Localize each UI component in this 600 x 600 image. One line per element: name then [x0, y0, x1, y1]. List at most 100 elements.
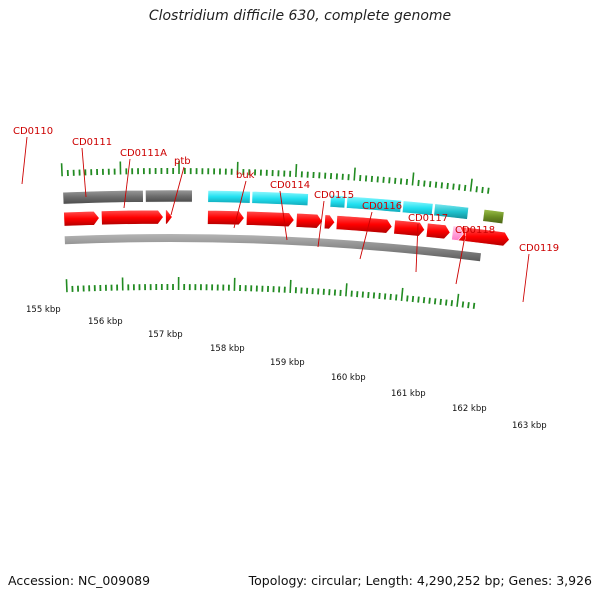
- outer-tick: [295, 164, 298, 178]
- kbp-label-1: 155 kbp: [26, 305, 61, 315]
- inner-tick: [445, 299, 448, 306]
- inner-tick: [450, 300, 454, 307]
- backbone-track: [64, 234, 481, 262]
- inner-tick: [345, 283, 348, 297]
- inner-tick: [378, 292, 381, 299]
- inner-tick: [411, 295, 415, 303]
- gene-leader-line: [279, 190, 288, 241]
- kbp-label-7: 161 kbp: [391, 389, 426, 399]
- gene-label-buk: buk: [236, 170, 255, 181]
- gene-label-cd0118: CD0118: [455, 225, 495, 236]
- outer-tick: [423, 180, 426, 187]
- gene-label-cd0116: CD0116: [362, 201, 402, 212]
- outer-tick: [434, 181, 438, 188]
- gene-label-ptb: ptb: [174, 156, 191, 167]
- inner-tick: [456, 293, 460, 307]
- cds-arrow-7: [323, 214, 336, 230]
- gene-label-cd0117: CD0117: [408, 213, 448, 224]
- outer-tick: [475, 186, 478, 193]
- inner-tick: [433, 298, 437, 305]
- inner-tick: [289, 279, 292, 293]
- inner-tick: [383, 293, 387, 300]
- kbp-label-5: 159 kbp: [270, 358, 305, 368]
- cds-arrow-pink: [451, 225, 464, 241]
- gene-next-bar: [482, 209, 505, 225]
- inner-tick: [395, 294, 398, 301]
- gene-leader-line: [21, 136, 28, 185]
- feature-tracks: [62, 189, 510, 247]
- gene-buk-bar: [251, 191, 309, 207]
- inner-tick: [467, 302, 470, 309]
- outer-tick: [394, 177, 397, 184]
- cds-arrow-last: [464, 227, 510, 247]
- gene-cd0110-bar: [62, 189, 144, 205]
- outer-tick: [446, 182, 449, 190]
- cds-arrow-3: [165, 209, 173, 225]
- inner-tick: [417, 296, 420, 303]
- inner-tick: [400, 287, 404, 301]
- outer-tick: [405, 178, 409, 185]
- cds-arrow-9: [393, 219, 426, 237]
- inner-tick: [472, 302, 476, 309]
- outer-tick: [458, 184, 461, 191]
- outer-tick: [487, 187, 490, 194]
- outer-tick: [411, 172, 415, 186]
- kbp-label-3: 157 kbp: [148, 330, 183, 340]
- outer-tick: [399, 178, 403, 185]
- gene-label-cd0114: CD0114: [270, 180, 310, 191]
- kbp-label-4: 158 kbp: [210, 344, 245, 354]
- outer-tick: [452, 183, 455, 190]
- gene-leader-line: [170, 166, 185, 216]
- gene-leader-line: [415, 223, 419, 273]
- gene-leader-line: [81, 147, 87, 198]
- gene-cd0115-bar: [329, 194, 346, 209]
- accession-text: Accession: NC_009089: [8, 573, 151, 588]
- gene-leader-line: [455, 235, 466, 285]
- kbp-label-8: 162 kbp: [452, 404, 487, 414]
- outer-tick: [60, 163, 63, 177]
- inner-tick: [406, 295, 409, 302]
- gene-label-cd0110: CD0110: [13, 126, 53, 137]
- gene-leader-line: [123, 158, 131, 209]
- genome-summary-text: Topology: circular; Length: 4,290,252 bp…: [248, 573, 592, 588]
- kbp-label-6: 160 kbp: [331, 373, 366, 383]
- gene-cd0111-bar: [145, 189, 193, 203]
- backbone-arc: [64, 234, 481, 262]
- gene-ptb-bar: [207, 189, 251, 204]
- inner-tick: [389, 293, 392, 300]
- gene-leader-line: [233, 180, 247, 229]
- outer-tick: [463, 184, 467, 192]
- outer-tick: [428, 181, 432, 188]
- cds-arrow-2: [100, 209, 164, 226]
- kbp-label-2: 156 kbp: [88, 317, 123, 327]
- outer-tick: [353, 167, 356, 181]
- inner-tick: [422, 297, 426, 304]
- gene-label-cd0119: CD0119: [519, 243, 559, 254]
- gene-leader-line: [522, 253, 530, 303]
- cds-arrow-10: [425, 222, 451, 240]
- outer-tick: [440, 182, 444, 189]
- inner-tick: [461, 301, 465, 308]
- cds-arrow-1: [63, 210, 100, 227]
- cds-arrow-5: [245, 210, 295, 228]
- inner-tick: [439, 298, 442, 306]
- inner-tick: [65, 279, 68, 293]
- outer-tick: [417, 179, 420, 187]
- map-title: Clostridium difficile 630, complete geno…: [148, 8, 452, 24]
- gene-label-cd0111a: CD0111A: [120, 148, 167, 159]
- gene-label-cd0115: CD0115: [314, 190, 354, 201]
- outer-tick: [481, 186, 484, 194]
- gene-cd0119-bar: [433, 203, 470, 220]
- kbp-label-9: 163 kbp: [512, 421, 547, 431]
- outer-tick: [469, 178, 473, 192]
- cds-arrow-4: [207, 209, 245, 226]
- tick-marks: [60, 161, 490, 309]
- gene-leader-line: [359, 211, 373, 260]
- gene-label-cd0111: CD0111: [72, 137, 112, 148]
- cds-arrow-8: [335, 215, 393, 234]
- inner-tick: [428, 297, 431, 304]
- gene-label-layer: CD0110 CD0111 CD0111A ptb buk CD0114 CD0115 CD0…: [13, 126, 559, 303]
- gene-cd0116-bar: [346, 195, 402, 213]
- kbp-label-layer: 155 kbp 156 kbp 157 kbp 158 kbp 159 kbp 160 k…: [26, 305, 547, 431]
